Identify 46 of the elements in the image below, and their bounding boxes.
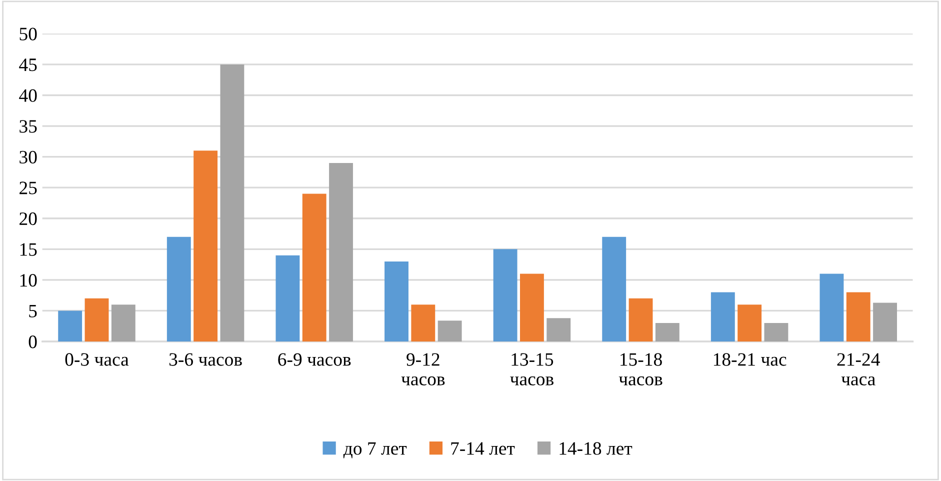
legend-label: до 7 лет bbox=[343, 442, 407, 458]
x-tick-label: 13-15 часов bbox=[510, 353, 554, 386]
y-tick-label: 40 bbox=[19, 89, 37, 102]
bar bbox=[710, 292, 735, 342]
bar bbox=[873, 302, 897, 342]
bar bbox=[820, 274, 844, 342]
x-tick-label: 15-18 часов bbox=[618, 353, 662, 386]
bar bbox=[166, 236, 191, 342]
bar bbox=[411, 304, 436, 342]
y-tick-label: 10 bbox=[20, 274, 37, 287]
y-tick-label: 25 bbox=[20, 182, 37, 194]
bar bbox=[111, 304, 136, 342]
bar bbox=[520, 274, 544, 342]
x-tick-label: 3-6 часов bbox=[169, 353, 242, 366]
x-tick-label: 6-9 часов bbox=[278, 353, 351, 366]
y-tick-label: 50 bbox=[20, 28, 37, 40]
y-tick-label: 0 bbox=[28, 336, 37, 348]
bar bbox=[194, 150, 218, 342]
bar bbox=[764, 323, 788, 342]
y-tick-label: 5 bbox=[29, 304, 37, 318]
bar bbox=[655, 323, 680, 342]
legend-label: 7-14 лет bbox=[451, 442, 515, 455]
bar bbox=[846, 292, 870, 342]
bar bbox=[738, 304, 762, 342]
bar bbox=[329, 162, 353, 342]
bar bbox=[220, 64, 244, 342]
y-tick-label: 15 bbox=[20, 243, 37, 256]
y-tick-label: 30 bbox=[20, 150, 37, 164]
x-tick-label: 9-12 часов bbox=[401, 353, 445, 386]
bar bbox=[546, 318, 571, 342]
bar bbox=[438, 320, 462, 342]
bar bbox=[302, 194, 326, 342]
y-tick-label: 45 bbox=[19, 58, 37, 72]
legend-label: 14-18 лет bbox=[560, 442, 632, 455]
x-tick-label: 21-24 часа bbox=[837, 353, 880, 386]
bar bbox=[628, 298, 653, 342]
bar bbox=[602, 236, 626, 342]
y-tick-label: 35 bbox=[20, 120, 37, 133]
y-tick-label: 20 bbox=[20, 212, 37, 226]
bar bbox=[58, 310, 82, 342]
bar bbox=[384, 261, 408, 342]
x-tick-label: 0-3 часа bbox=[65, 353, 129, 366]
x-tick-label: 18-21 час bbox=[714, 353, 786, 366]
bar bbox=[276, 255, 300, 342]
bar bbox=[493, 249, 518, 342]
bar bbox=[84, 298, 109, 342]
